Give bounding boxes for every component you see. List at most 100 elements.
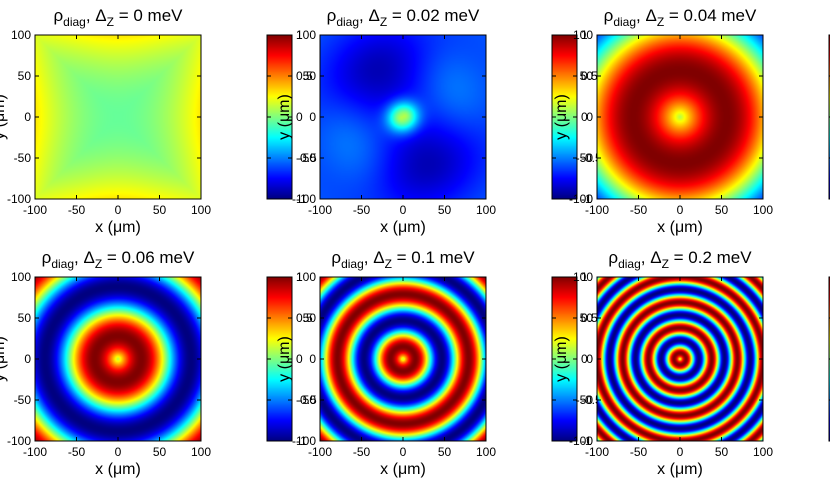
panel-1: ρdiag, ΔZ = 0 meV-100 -50 0 50 100100500-50-…	[0, 6, 317, 236]
colorbar-tick-label: -0.5	[296, 393, 317, 407]
panel-title: ρdiag, ΔZ = 0.2 meV	[608, 248, 752, 271]
y-tick-label: 100	[11, 28, 31, 42]
colorbar-image	[552, 35, 577, 199]
y-axis-label: y (μm)	[0, 94, 8, 140]
panel-title: ρdiag, ΔZ = 0 meV	[53, 6, 183, 29]
y-tick-label: 100	[296, 28, 316, 42]
x-tick-label: 0	[677, 203, 684, 217]
y-axis-label: y (μm)	[276, 94, 293, 140]
x-tick-label: -50	[630, 445, 648, 459]
y-tick-label: 0	[24, 352, 31, 366]
x-tick-label: -50	[630, 203, 648, 217]
y-tick-label: 50	[18, 311, 32, 325]
y-axis-label: y (μm)	[553, 336, 570, 382]
y-tick-label: 0	[309, 352, 316, 366]
x-tick-label: -100	[585, 203, 609, 217]
y-tick-label: 0	[24, 110, 31, 124]
x-axis-label: x (μm)	[657, 461, 703, 478]
colorbar-tick-label: -1	[296, 434, 307, 448]
colorbar-tick-label: -1	[581, 192, 592, 206]
y-tick-label: -50	[14, 151, 32, 165]
y-tick-label: -50	[576, 151, 594, 165]
colorbar-tick-label: 0	[296, 110, 303, 124]
panel-title: ρdiag, ΔZ = 0.1 meV	[331, 248, 475, 271]
y-tick-label: -100	[292, 192, 316, 206]
y-axis-label: y (μm)	[276, 336, 293, 382]
colorbar-tick-label: 0	[581, 352, 588, 366]
panel-5: ρdiag, ΔZ = 0.1 meV-100 -50 0 50 100100500-5…	[276, 248, 602, 478]
x-axis-label: x (μm)	[657, 219, 703, 236]
x-tick-label: -50	[353, 203, 371, 217]
y-tick-label: 0	[309, 110, 316, 124]
y-tick-label: -100	[7, 434, 31, 448]
y-tick-label: -100	[7, 192, 31, 206]
colorbar-tick-label: 0	[296, 352, 303, 366]
panel-3: ρdiag, ΔZ = 0.04 meV -100 -50 0 50 100 100 50 0 -…	[553, 6, 830, 236]
y-tick-label: 100	[573, 28, 593, 42]
y-tick-label: -50	[299, 393, 317, 407]
colorbar-tick-label: 1	[296, 28, 303, 42]
x-tick-label: -100	[585, 445, 609, 459]
x-tick-label: 50	[715, 203, 729, 217]
x-tick-label: 50	[438, 445, 452, 459]
x-tick-label: 100	[476, 203, 496, 217]
y-tick-label: 0	[586, 352, 593, 366]
x-tick-label: -100	[308, 203, 332, 217]
colorbar-tick-label: 0.5	[296, 311, 313, 325]
x-axis-label: x (μm)	[95, 461, 141, 478]
x-axis-label: x (μm)	[380, 461, 426, 478]
colorbar-image	[552, 277, 577, 441]
colorbar-tick-label: -1	[296, 192, 307, 206]
x-tick-label: -100	[23, 445, 47, 459]
panel-title: ρdiag, ΔZ = 0.02 meV	[327, 6, 480, 29]
panel-4: ρdiag, ΔZ = 0.06 meV-100 -50 0 50 100100500-…	[0, 248, 317, 478]
y-tick-label: -50	[14, 393, 32, 407]
y-tick-label: 50	[580, 311, 594, 325]
y-tick-label: -50	[299, 151, 317, 165]
x-axis-label: x (μm)	[95, 219, 141, 236]
y-tick-label: 50	[580, 69, 594, 83]
colorbar-image	[267, 35, 292, 199]
y-tick-label: 0	[586, 110, 593, 124]
y-tick-label: -50	[576, 393, 594, 407]
colorbar-tick-label: 0.5	[296, 69, 313, 83]
colorbar-tick-label: -1	[581, 434, 592, 448]
y-axis-label: y (μm)	[553, 94, 570, 140]
y-tick-label: 50	[18, 69, 32, 83]
panel-title: ρdiag, ΔZ = 0.04 meV	[604, 6, 757, 29]
y-tick-label: 50	[303, 69, 317, 83]
x-tick-label: -100	[23, 203, 47, 217]
y-tick-label: 100	[11, 270, 31, 284]
y-tick-label: -100	[569, 192, 593, 206]
y-tick-label: 100	[296, 270, 316, 284]
x-tick-label: 50	[715, 445, 729, 459]
x-tick-label: -50	[68, 203, 86, 217]
x-tick-label: 0	[677, 445, 684, 459]
colorbar-tick-label: 0.5	[581, 69, 598, 83]
colorbar-tick-label: 1	[581, 28, 588, 42]
colorbar-tick-label: 0.5	[581, 311, 598, 325]
x-tick-label: 0	[400, 203, 407, 217]
heatmap-image	[597, 277, 763, 441]
colorbar-tick-label: -0.5	[296, 151, 317, 165]
x-tick-label: -50	[68, 445, 86, 459]
x-tick-label: 100	[753, 203, 773, 217]
x-tick-label: 50	[153, 203, 167, 217]
x-tick-label: 0	[115, 445, 122, 459]
heatmap-image	[35, 35, 201, 199]
y-tick-label: 100	[573, 270, 593, 284]
x-axis-label: x (μm)	[380, 219, 426, 236]
x-tick-label: -50	[353, 445, 371, 459]
y-tick-label: -100	[292, 434, 316, 448]
x-tick-label: -100	[308, 445, 332, 459]
colorbar-tick-label: 1	[296, 270, 303, 284]
y-axis-label: y (μm)	[0, 336, 8, 382]
heatmap-image	[320, 35, 486, 199]
x-tick-label: 100	[191, 445, 211, 459]
panel-title: ρdiag, ΔZ = 0.06 meV	[42, 248, 195, 271]
y-tick-label: 50	[303, 311, 317, 325]
heatmap-image	[320, 277, 486, 441]
x-tick-label: 100	[753, 445, 773, 459]
colorbar-image	[267, 277, 292, 441]
x-tick-label: 100	[191, 203, 211, 217]
